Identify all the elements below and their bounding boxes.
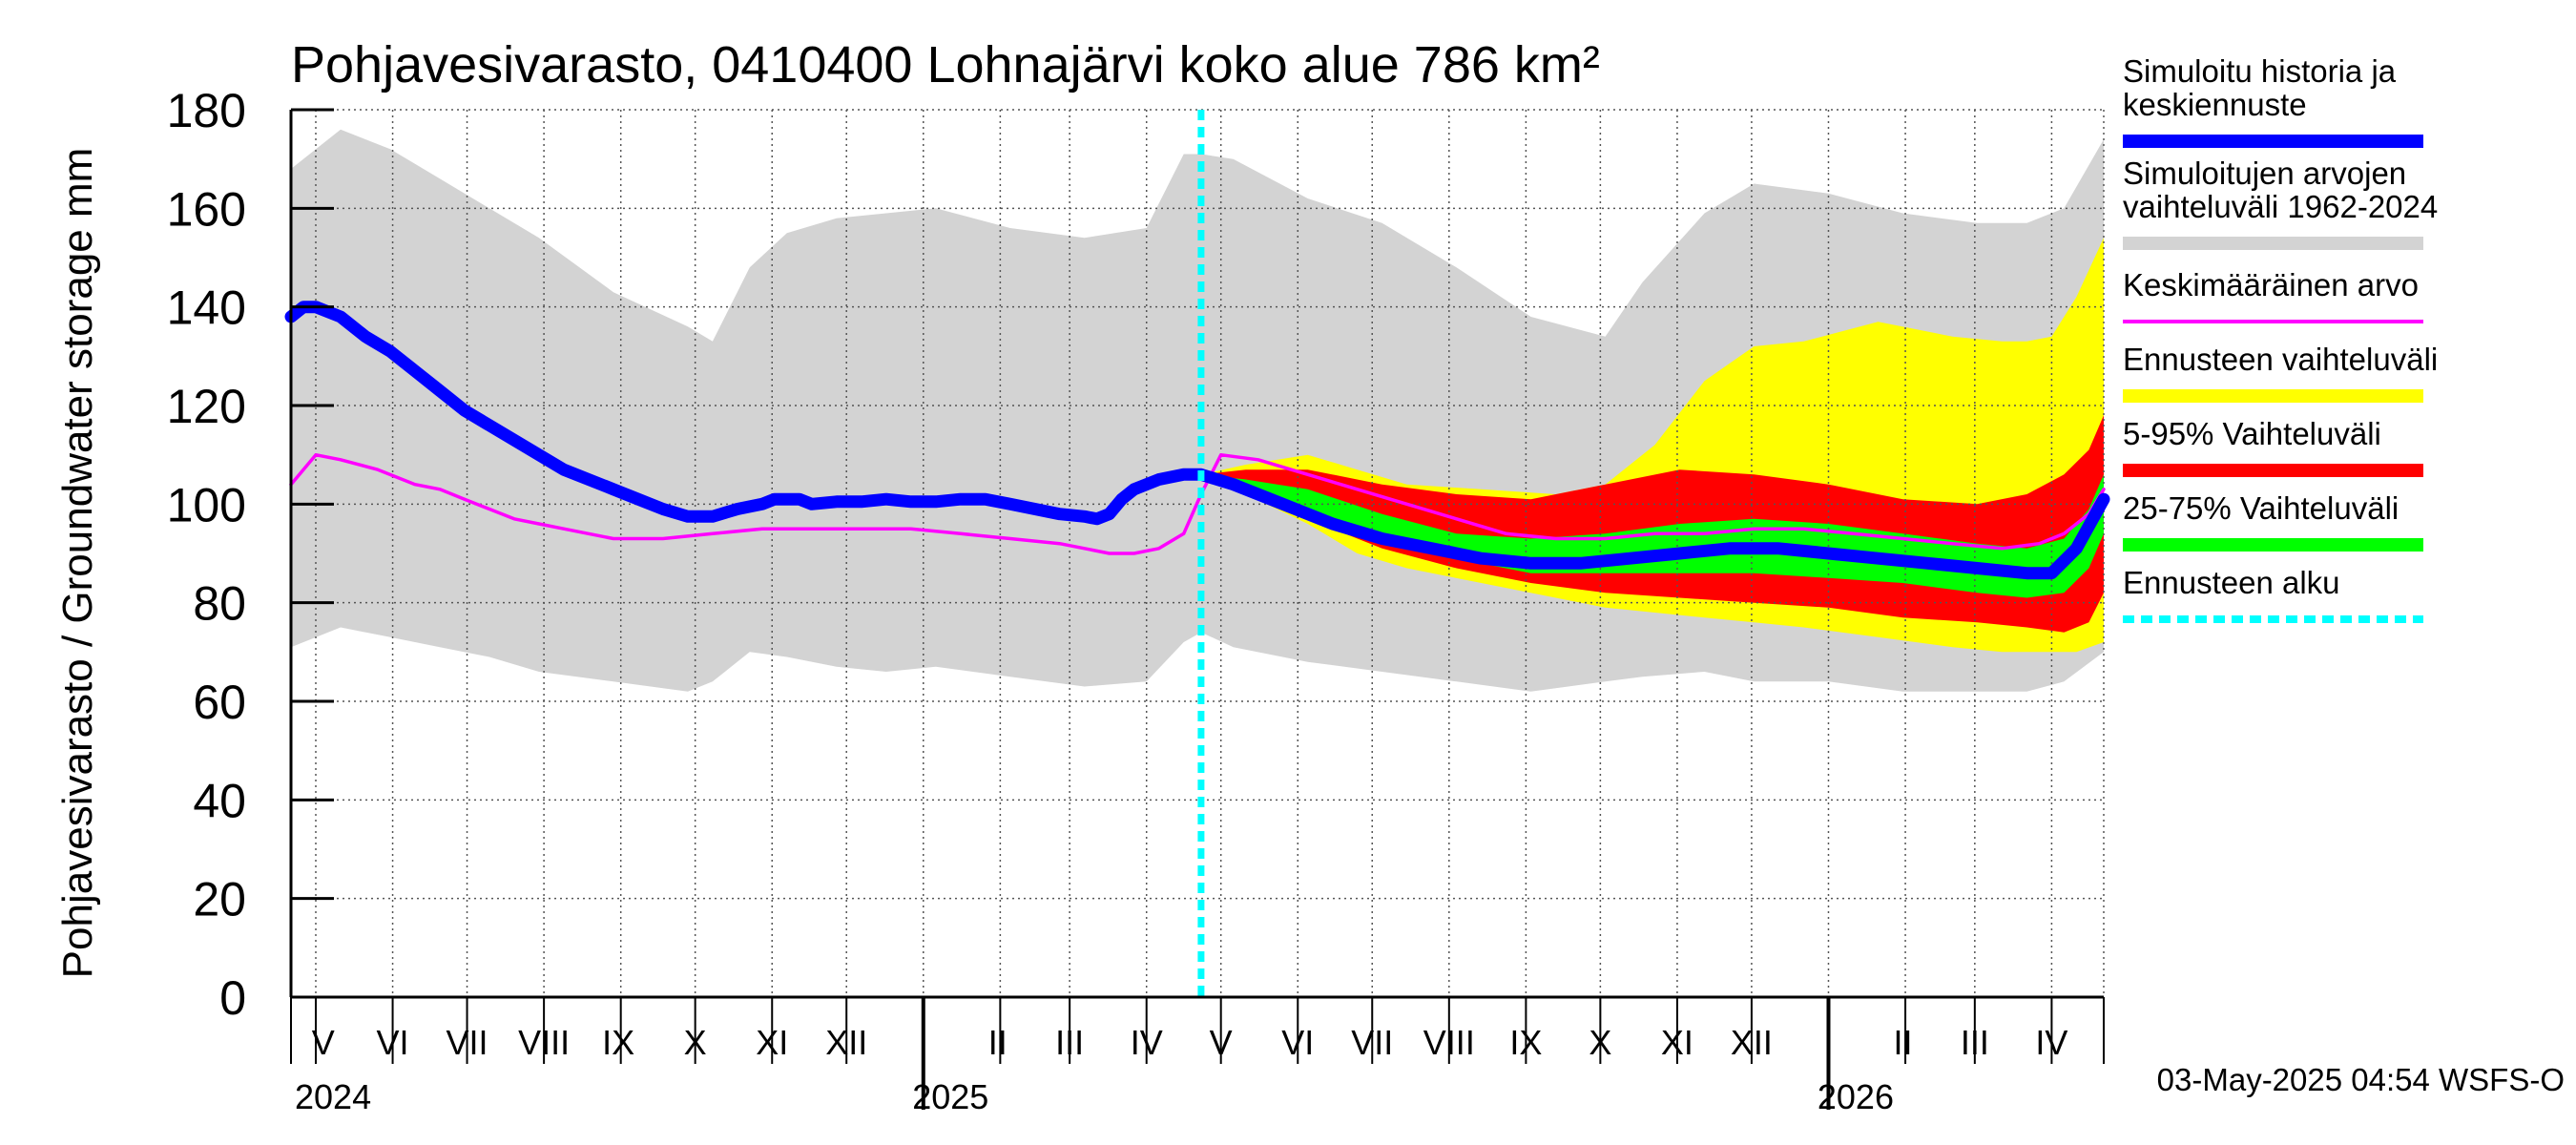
legend-label: 25-75% Vaihteluväli [2123, 490, 2399, 526]
x-axis-labels: V VI VII VIII IX X XI XII I II III IV V VI VII VIII IX X X… [295, 1023, 2067, 1116]
month-label: VIII [1423, 1023, 1475, 1062]
month-label: III [1055, 1023, 1084, 1062]
y-tick-label: 180 [167, 84, 246, 137]
year-label: 2024 [295, 1077, 371, 1116]
month-label: IV [1131, 1023, 1163, 1062]
month-label: III [1961, 1023, 1989, 1062]
month-label: VI [1281, 1023, 1314, 1062]
month-label: XII [1731, 1023, 1773, 1062]
legend-label: Simuloitu historia ja [2123, 53, 2397, 89]
month-label: V [312, 1023, 335, 1062]
month-label: VI [377, 1023, 409, 1062]
series-line-5 [284, 301, 2110, 580]
y-tick-label: 120 [167, 380, 246, 433]
year-label: 2026 [1818, 1077, 1894, 1116]
y-tick-label: 40 [193, 774, 246, 827]
series-line-4 [289, 452, 2106, 555]
month-label: VII [447, 1023, 488, 1062]
month-label: II [1893, 1023, 1912, 1062]
month-label: II [988, 1023, 1008, 1062]
y-tick-label: 80 [193, 577, 246, 631]
year-label: 2025 [912, 1077, 988, 1116]
grid-lines [291, 109, 2105, 997]
legend-label: keskiennuste [2123, 87, 2307, 122]
legend-label: Keskimääräinen arvo [2123, 267, 2419, 302]
month-label: XI [756, 1023, 788, 1062]
month-label: X [684, 1023, 707, 1062]
y-tick-label: 0 [219, 971, 246, 1025]
range-bands [291, 129, 2104, 692]
y-tick-label: 60 [193, 676, 246, 729]
timestamp-footer: 03-May-2025 04:54 WSFS-O [2157, 1062, 2565, 1097]
month-label: IV [2035, 1023, 2067, 1062]
legend-label: Ennusteen alku [2123, 565, 2340, 600]
month-label: XI [1661, 1023, 1693, 1062]
month-label: X [1589, 1023, 1611, 1062]
y-tick-label: 20 [193, 873, 246, 926]
y-tick-label: 140 [167, 281, 246, 335]
month-label: V [1210, 1023, 1233, 1062]
y-axis-label: Pohjavesivarasto / Groundwater storage m… [54, 148, 101, 979]
y-tick-labels: 0 20 40 60 80 100 120 140 160 180 [167, 84, 246, 1025]
legend-label: Ennusteen vaihteluväli [2123, 342, 2438, 377]
month-label: IX [602, 1023, 634, 1062]
y-tick-label: 160 [167, 182, 246, 236]
chart-title: Pohjavesivarasto, 0410400 Lohnajärvi kok… [291, 36, 1600, 94]
month-label: VII [1351, 1023, 1393, 1062]
month-label: IX [1509, 1023, 1542, 1062]
month-label: XII [825, 1023, 867, 1062]
axes [289, 108, 2105, 1110]
legend-label: 5-95% Vaihteluväli [2123, 416, 2381, 451]
band-3 [1200, 474, 2104, 598]
legend-label: vaihteluväli 1962-2024 [2123, 189, 2438, 224]
month-label: I [919, 1023, 928, 1062]
legend-label: Simuloitujen arvojen [2123, 156, 2406, 191]
month-label: I [1823, 1023, 1833, 1062]
series-lines [284, 301, 2110, 580]
month-label: VIII [518, 1023, 570, 1062]
y-tick-label: 100 [167, 478, 246, 531]
